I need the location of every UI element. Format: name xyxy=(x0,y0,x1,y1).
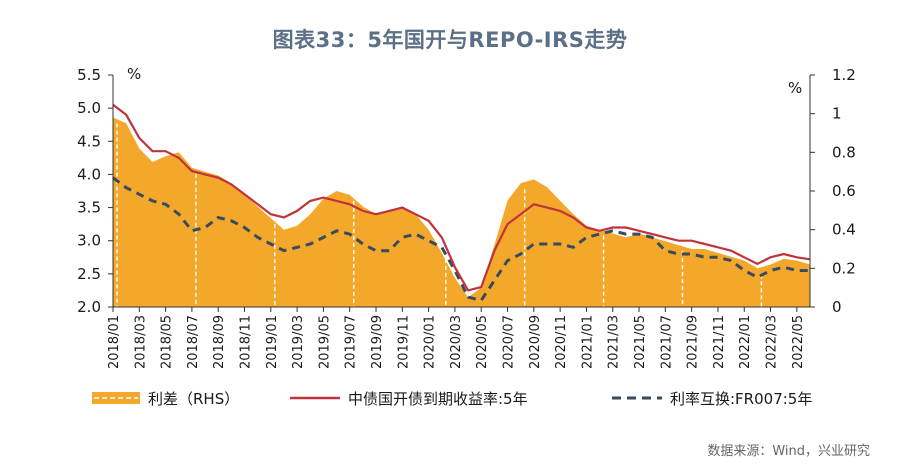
source-note: 数据来源：Wind，兴业研究 xyxy=(707,444,870,459)
x-tick-label: 2019/11 xyxy=(396,315,411,369)
left-tick-label: 4.0 xyxy=(77,165,101,183)
right-tick-label: 0.6 xyxy=(832,182,856,200)
left-axis-unit: % xyxy=(127,65,141,83)
x-tick-label: 2018/07 xyxy=(186,315,201,369)
x-tick-label: 2021/09 xyxy=(686,315,701,369)
legend-swatch-spread xyxy=(92,390,140,408)
x-tick-label: 2021/03 xyxy=(607,315,622,369)
left-tick-label: 2.5 xyxy=(77,265,101,283)
x-tick-label: 2018/09 xyxy=(212,315,227,369)
cdb-series-line xyxy=(112,103,811,292)
spread-area xyxy=(113,117,810,307)
legend-label-irs: 利率互换:FR007:5年 xyxy=(670,390,813,408)
left-tick-label: 4.5 xyxy=(77,132,101,150)
legend-swatch-cdb xyxy=(290,390,340,408)
x-tick-label: 2020/03 xyxy=(449,315,464,369)
right-tick-label: 1.2 xyxy=(832,66,856,84)
legend: 利差（RHS） 中债国开债到期收益率:5年 利率互换:FR007:5年 xyxy=(0,388,900,414)
left-tick-label: 3.0 xyxy=(77,232,101,250)
x-tick-label: 2018/05 xyxy=(160,315,175,369)
x-tick-label: 2019/07 xyxy=(344,315,359,369)
x-tick-label: 2018/11 xyxy=(239,315,254,369)
right-tick-label: 0 xyxy=(832,298,842,316)
x-tick-label: 2019/03 xyxy=(291,315,306,369)
right-axis-unit: % xyxy=(788,79,802,97)
legend-label-spread: 利差（RHS） xyxy=(148,390,240,408)
left-tick-label: 3.5 xyxy=(77,199,101,217)
x-tick-label: 2018/03 xyxy=(133,315,148,369)
x-tick-label: 2018/01 xyxy=(107,315,122,369)
x-tick-label: 2021/07 xyxy=(659,315,674,369)
x-tick-label: 2019/01 xyxy=(265,315,280,369)
legend-item-cdb: 中债国开债到期收益率:5年 xyxy=(290,388,528,409)
x-tick-label: 2020/11 xyxy=(554,315,569,369)
left-tick-label: 5.5 xyxy=(77,66,101,84)
legend-item-spread: 利差（RHS） xyxy=(92,388,239,409)
x-tick-label: 2022/01 xyxy=(738,315,753,369)
x-tick-label: 2021/11 xyxy=(712,315,727,369)
x-tick-label: 2019/09 xyxy=(370,315,385,369)
legend-item-irs: 利率互换:FR007:5年 xyxy=(612,388,812,409)
right-tick-label: 1 xyxy=(832,105,842,123)
x-tick-label: 2020/05 xyxy=(475,315,490,369)
x-tick-label: 2020/07 xyxy=(502,315,517,369)
left-tick-label: 2.0 xyxy=(77,298,101,316)
x-tick-label: 2020/01 xyxy=(423,315,438,369)
x-tick-label: 2019/05 xyxy=(317,315,332,369)
x-tick-label: 2020/09 xyxy=(528,315,543,369)
left-tick-label: 5.0 xyxy=(77,99,101,117)
right-tick-label: 0.4 xyxy=(832,221,856,239)
x-tick-label: 2021/01 xyxy=(580,315,595,369)
legend-swatch-irs xyxy=(612,390,662,408)
right-tick-label: 0.8 xyxy=(832,143,856,161)
x-tick-label: 2022/03 xyxy=(765,315,780,369)
line-layer xyxy=(112,103,811,303)
spread-area-layer xyxy=(113,117,810,307)
legend-label-cdb: 中债国开债到期收益率:5年 xyxy=(348,390,528,408)
axis-layer: 2.0 2.5 3.0 3.5 4.0 4.5 5.0 5.5 0 0.2 0.4 0.6 0.8 1 1.… xyxy=(77,65,856,369)
chart-title: 图表33：5年国开与REPO-IRS走势 xyxy=(272,28,628,52)
x-tick-label: 2021/05 xyxy=(633,315,648,369)
right-tick-label: 0.2 xyxy=(832,259,856,277)
x-tick-label: 2022/05 xyxy=(791,315,806,369)
